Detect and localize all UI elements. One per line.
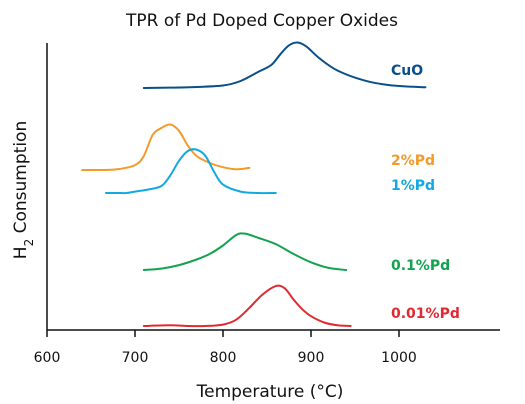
y-axis-label: H2 Consumption <box>11 121 36 259</box>
series-labels: CuO 2%Pd 1%Pd 0.1%Pd 0.01%Pd <box>391 63 460 322</box>
x-tick-label-900: 900 <box>298 350 325 366</box>
series-label-0: CuO <box>391 63 423 79</box>
series-line-4 <box>142 284 352 328</box>
series-label-2: 1%Pd <box>391 178 435 194</box>
x-tick-label-700: 700 <box>122 350 149 366</box>
series-label-4: 0.01%Pd <box>391 306 460 322</box>
chart-title: TPR of Pd Doped Copper Oxides <box>125 11 398 31</box>
series-label-3: 0.1%Pd <box>391 258 450 274</box>
x-tick-label-600: 600 <box>34 350 61 366</box>
x-tick-label-1000: 1000 <box>381 350 417 366</box>
x-ticks: 600 700 800 900 1000 <box>34 330 417 366</box>
series-line-3 <box>142 232 348 271</box>
series-line-0 <box>142 41 427 89</box>
series-group <box>81 41 427 328</box>
series-label-1: 2%Pd <box>391 153 435 169</box>
series-line-1 <box>81 123 251 172</box>
series-line-2 <box>104 148 277 195</box>
x-tick-label-800: 800 <box>210 350 237 366</box>
x-axis-label: Temperature (°C) <box>196 382 344 402</box>
